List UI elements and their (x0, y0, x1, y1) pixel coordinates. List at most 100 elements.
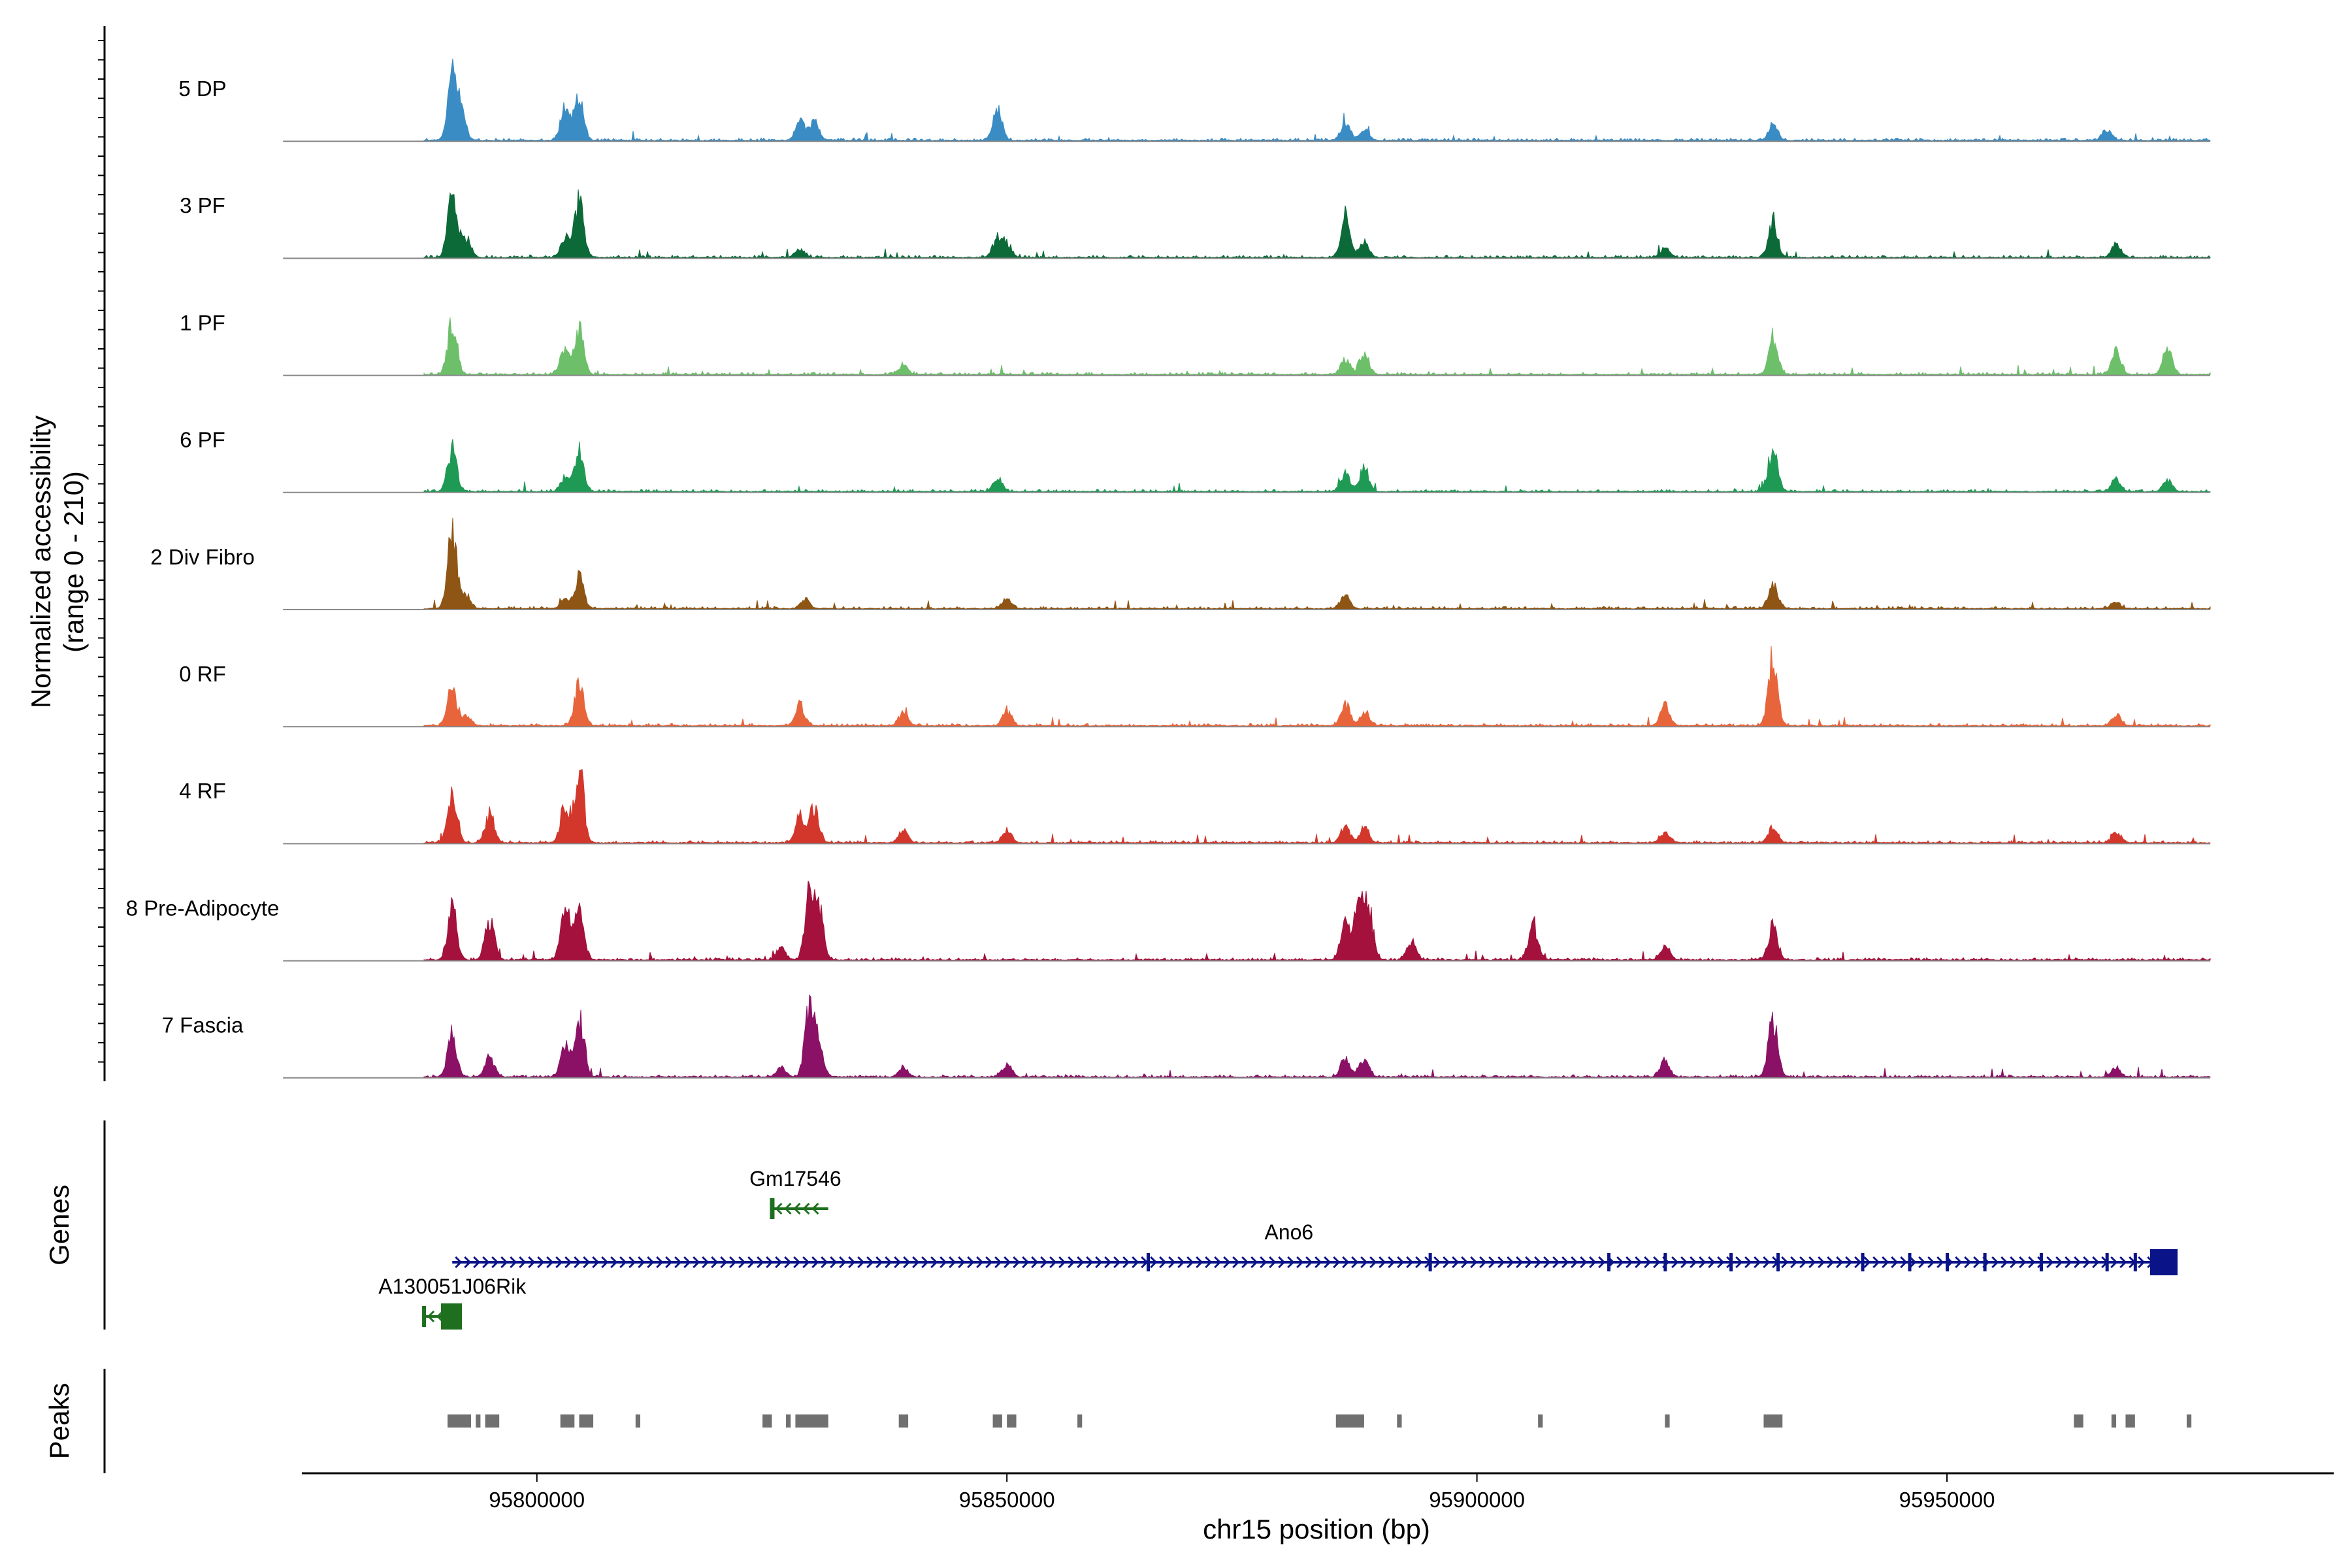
strand-chevron (1049, 1256, 1057, 1269)
strand-chevron (491, 1256, 499, 1269)
strand-chevron (1406, 1256, 1414, 1269)
peaks-panel-label: Peaks (44, 1383, 74, 1460)
track-label: 5 DP (178, 76, 226, 101)
strand-chevron (1708, 1256, 1716, 1269)
strand-chevron (1763, 1256, 1771, 1269)
peak-region (1007, 1414, 1017, 1428)
strand-chevron (1086, 1256, 1094, 1269)
strand-chevron (885, 1256, 892, 1269)
strand-chevron (2110, 1256, 2118, 1269)
strand-chevron (1909, 1256, 1917, 1269)
peak-region (1538, 1414, 1543, 1428)
strand-chevron (1836, 1256, 1844, 1269)
strand-chevron (976, 1256, 984, 1269)
track-label: 0 RF (179, 662, 226, 686)
peak-region (448, 1414, 471, 1428)
peak-region (786, 1414, 791, 1428)
coverage-tracks: 5 DP 3 PF 1 PF 6 PF 2 Div Fibro 0 RF 4 RF 8 Pre… (126, 58, 2211, 1079)
x-tick-label: 95800000 (489, 1488, 585, 1512)
strand-chevron (1635, 1256, 1642, 1269)
strand-chevron (2037, 1256, 2045, 1269)
strand-chevron (1077, 1256, 1085, 1269)
strand-chevron (1004, 1256, 1011, 1269)
strand-chevron (1900, 1256, 1908, 1269)
peak-region (795, 1414, 828, 1428)
coverage-area (423, 318, 2211, 376)
strand-chevron (1625, 1256, 1633, 1269)
strand-chevron (939, 1256, 947, 1269)
strand-chevron (1644, 1256, 1652, 1269)
strand-chevron (1132, 1256, 1139, 1269)
exon (1983, 1253, 1987, 1271)
strand-chevron (875, 1256, 883, 1269)
strand-chevron (1443, 1256, 1450, 1269)
strand-chevron (1113, 1256, 1121, 1269)
exon (1607, 1253, 1611, 1271)
strand-chevron (775, 1256, 783, 1269)
strand-chevron (564, 1256, 572, 1269)
strand-chevron (1205, 1256, 1213, 1269)
strand-chevron (747, 1256, 755, 1269)
strand-chevron (1799, 1256, 1807, 1269)
strand-chevron (1287, 1256, 1295, 1269)
strand-chevron (1223, 1256, 1231, 1269)
genes-panel: Gm17546 Ano6 A130051J06Rik (103, 1120, 2178, 1330)
x-tick-label: 95900000 (1429, 1488, 1525, 1512)
strand-chevron (1552, 1256, 1560, 1269)
strand-chevron (994, 1256, 1002, 1269)
strand-chevron (1241, 1256, 1249, 1269)
peak-region (485, 1414, 500, 1428)
strand-chevron (949, 1256, 956, 1269)
gene-name: A130051J06Rik (378, 1275, 527, 1298)
x-tick-label: 95850000 (959, 1488, 1055, 1512)
strand-chevron (738, 1256, 746, 1269)
strand-chevron (1058, 1256, 1066, 1269)
exon (2105, 1253, 2109, 1271)
track-label: 7 Fascia (162, 1013, 244, 1037)
strand-chevron (802, 1202, 810, 1215)
strand-chevron (848, 1256, 856, 1269)
strand-chevron (2065, 1256, 2072, 1269)
strand-chevron (647, 1256, 655, 1269)
strand-chevron (1717, 1256, 1725, 1269)
strand-chevron (2055, 1256, 2063, 1269)
strand-chevron (1369, 1256, 1377, 1269)
strand-chevron (930, 1256, 938, 1269)
exon (770, 1198, 775, 1219)
strand-chevron (1955, 1256, 1963, 1269)
strand-chevron (1744, 1256, 1752, 1269)
strand-chevron (2001, 1256, 2008, 1269)
strand-chevron (1150, 1256, 1158, 1269)
strand-chevron (757, 1256, 764, 1269)
peaks-panel (103, 1369, 2192, 1473)
gene-name: Gm17546 (749, 1167, 841, 1190)
strand-chevron (1543, 1256, 1551, 1269)
strand-chevron (528, 1256, 536, 1269)
strand-chevron (802, 1256, 810, 1269)
peak-region (1335, 1414, 1364, 1428)
strand-chevron (1388, 1256, 1396, 1269)
strand-chevron (1214, 1256, 1222, 1269)
strand-chevron (1305, 1256, 1313, 1269)
peak-region (1665, 1414, 1670, 1428)
x-axis: 95800000 95850000 95900000 95950000 (302, 1472, 2334, 1512)
strand-chevron (574, 1256, 581, 1269)
strand-chevron (2138, 1256, 2146, 1269)
strand-chevron (2010, 1256, 2017, 1269)
strand-chevron (1031, 1256, 1039, 1269)
strand-chevron (958, 1256, 966, 1269)
strand-chevron (1653, 1256, 1661, 1269)
track-0-rf: 0 RF (179, 645, 2211, 728)
strand-chevron (693, 1256, 700, 1269)
strand-chevron (1040, 1256, 1048, 1269)
strand-chevron (1104, 1256, 1112, 1269)
strand-chevron (1159, 1256, 1167, 1269)
strand-chevron (811, 1256, 819, 1269)
strand-chevron (1534, 1256, 1542, 1269)
track-label: 6 PF (180, 428, 225, 452)
strand-chevron (1936, 1256, 1944, 1269)
strand-chevron (1360, 1256, 1368, 1269)
strand-chevron (857, 1256, 865, 1269)
strand-chevron (1589, 1256, 1597, 1269)
